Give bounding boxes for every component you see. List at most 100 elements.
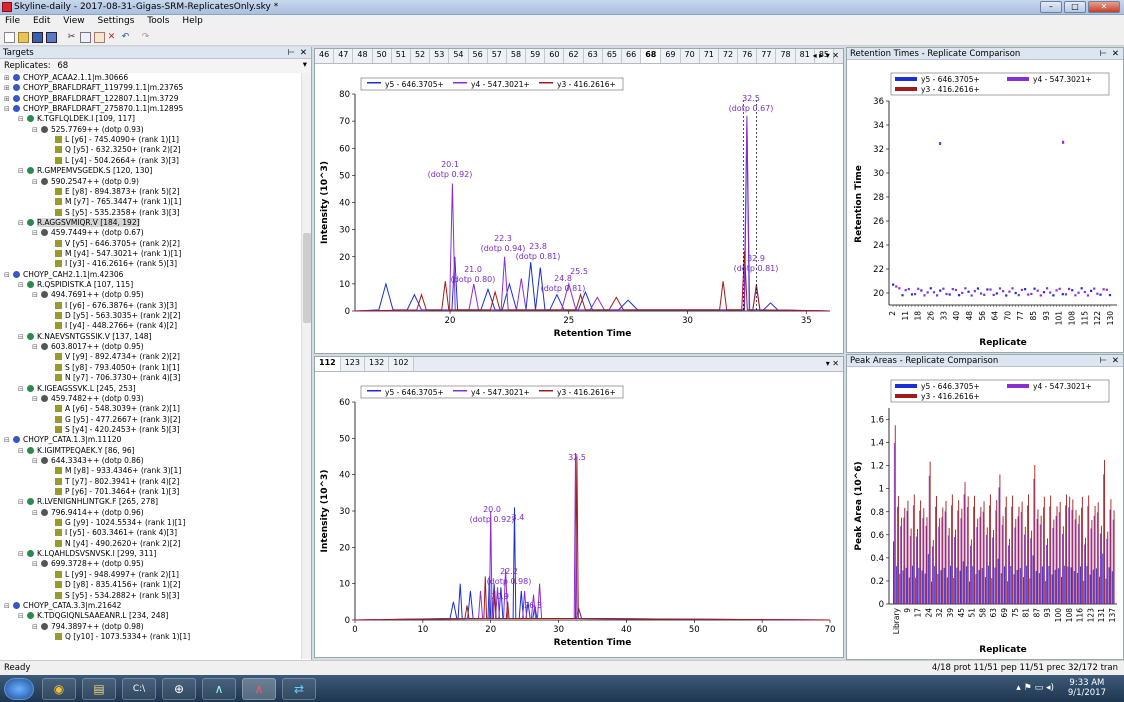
tree-node-transition[interactable]: Q [y10] - 1073.5334+ (rank 1)[1] <box>46 632 190 642</box>
skyline-icon[interactable]: ∧ <box>202 678 236 700</box>
tree-node-transition[interactable]: N [y4] - 490.2620+ (rank 2)[2] <box>46 539 180 549</box>
chrome-icon[interactable]: ◉ <box>42 678 76 700</box>
tree-node-precursor[interactable]: ⊟ 590.2547++ (dotp 0.9) <box>32 177 139 187</box>
tab-replicate-53[interactable]: 53 <box>430 49 450 63</box>
expand-toggle-icon[interactable]: ⊟ <box>18 550 24 559</box>
tree-node-transition[interactable]: S [y8] - 793.4050+ (rank 1)[1] <box>46 363 180 373</box>
tree-node-peptide[interactable]: ⊟ K.IGEAGSSVK.L [245, 253] <box>18 384 136 394</box>
expand-toggle-icon[interactable]: ⊟ <box>18 612 24 621</box>
new-icon[interactable] <box>4 32 15 43</box>
tree-node-transition[interactable]: N [y7] - 706.3730+ (rank 4)[3] <box>46 373 180 383</box>
targets-tree[interactable]: ⊞ CHOYP_ACAA2.1.1|m.30666 ⊞ CHOYP_BRAFLDRAF… <box>0 73 301 659</box>
pin-icon[interactable]: ⊢ <box>287 48 295 58</box>
tree-node-transition[interactable]: L [y9] - 948.4997+ (rank 2)[1] <box>46 570 179 580</box>
tree-node-transition[interactable]: I [y3] - 416.2616+ (rank 5)[3] <box>46 259 177 269</box>
menu-settings[interactable]: Settings <box>97 16 135 26</box>
tab-replicate-57[interactable]: 57 <box>487 49 507 63</box>
undo-icon[interactable]: ↶ <box>121 32 130 42</box>
tree-node-transition[interactable]: A [y6] - 548.3039+ (rank 2)[1] <box>46 404 180 414</box>
tab-replicate-71[interactable]: 71 <box>699 49 719 63</box>
tab-replicate-47[interactable]: 47 <box>334 49 354 63</box>
expand-toggle-icon[interactable]: ⊟ <box>32 125 38 134</box>
tree-node-transition[interactable]: S [y5] - 535.2358+ (rank 3)[3] <box>46 208 180 218</box>
tab-replicate-77[interactable]: 77 <box>757 49 777 63</box>
tree-node-peptide[interactable]: ⊟ R.QSPIDISTK.A [107, 115] <box>18 280 133 290</box>
tab-replicate-50[interactable]: 50 <box>372 49 392 63</box>
expand-toggle-icon[interactable]: ⊟ <box>4 105 10 114</box>
expand-toggle-icon[interactable]: ⊟ <box>4 601 10 610</box>
tree-node-peptide[interactable]: ⊟ R.GMPEMVSGEDK.S [120, 130] <box>18 166 152 176</box>
tree-node-protein[interactable]: ⊟ CHOYP_CATA.3.3|m.21642 <box>4 601 121 611</box>
menu-help[interactable]: Help <box>182 16 203 26</box>
tree-node-transition[interactable]: M [y7] - 765.3447+ (rank 1)[1] <box>46 197 181 207</box>
tree-node-transition[interactable]: E [y8] - 894.3873+ (rank 5)[2] <box>46 187 180 197</box>
tab-replicate-78[interactable]: 78 <box>776 49 796 63</box>
expand-toggle-icon[interactable]: ⊟ <box>32 229 38 238</box>
tab-replicate-51[interactable]: 51 <box>391 49 411 63</box>
expand-toggle-icon[interactable]: ⊟ <box>18 498 24 507</box>
targets-scrollbar[interactable] <box>301 73 311 659</box>
tree-node-peptide[interactable]: ⊟ K.LQAHLDSVSNVSK.I [299, 311] <box>18 549 156 559</box>
tab-replicate-68[interactable]: 68 <box>641 49 662 63</box>
tab-replicate-54[interactable]: 54 <box>449 49 469 63</box>
tree-node-precursor[interactable]: ⊟ 459.7449++ (dotp 0.67) <box>32 228 144 238</box>
pin-icon[interactable]: ⊢ <box>1099 356 1107 366</box>
tree-node-transition[interactable]: G [y9] - 1024.5534+ (rank 1)[1] <box>46 518 185 528</box>
pin-icon[interactable]: ⊢ <box>1099 49 1107 59</box>
tree-node-peptide[interactable]: ⊟ K.NAEVSNTGSSIK.V [137, 148] <box>18 332 151 342</box>
tree-node-transition[interactable]: D [y8] - 835.4156+ (rank 1)[2] <box>46 580 181 590</box>
expand-toggle-icon[interactable]: ⊞ <box>4 94 10 103</box>
expand-toggle-icon[interactable]: ⊟ <box>32 394 38 403</box>
tree-node-transition[interactable]: I [y5] - 603.3461+ (rank 4)[3] <box>46 528 177 538</box>
tree-node-transition[interactable]: I [y4] - 448.2766+ (rank 4)[2] <box>46 321 177 331</box>
expand-toggle-icon[interactable]: ⊟ <box>32 456 38 465</box>
tree-node-protein[interactable]: ⊞ CHOYP_ACAA2.1.1|m.30666 <box>4 73 128 83</box>
expand-toggle-icon[interactable]: ⊟ <box>32 508 38 517</box>
tree-node-protein[interactable]: ⊞ CHOYP_BRAFLDRAFT_119799.1.1|m.23765 <box>4 83 183 93</box>
network-icon[interactable]: ⊕ <box>162 678 196 700</box>
tab-replicate-81[interactable]: 81 <box>795 49 815 63</box>
tab-replicate-56[interactable]: 56 <box>468 49 488 63</box>
expand-toggle-icon[interactable]: ⊟ <box>32 177 38 186</box>
tree-node-precursor[interactable]: ⊟ 796.9414++ (dotp 0.96) <box>32 508 144 518</box>
copy-icon[interactable] <box>80 32 91 43</box>
tab-replicate-85[interactable]: 85 <box>814 49 835 63</box>
tree-node-transition[interactable]: I [y6] - 676.3876+ (rank 3)[3] <box>46 301 177 311</box>
rt-comparison-chart[interactable]: y5 - 646.3705+ y4 - 547.3021+ y3 - 416.261… <box>847 61 1123 353</box>
tree-node-precursor[interactable]: ⊟ 494.7691++ (dotp 0.95) <box>32 290 144 300</box>
expand-toggle-icon[interactable]: ⊟ <box>32 291 38 300</box>
menu-edit[interactable]: Edit <box>32 16 51 26</box>
tree-node-transition[interactable]: Q [y5] - 632.3250+ (rank 2)[2] <box>46 145 181 155</box>
tab-replicate-69[interactable]: 69 <box>661 49 681 63</box>
tree-node-transition[interactable]: P [y6] - 701.3464+ (rank 1)[3] <box>46 487 179 497</box>
expand-toggle-icon[interactable]: ⊟ <box>18 167 24 176</box>
chromatogram-top[interactable]: y5 - 646.3705+ y4 - 547.3021+ y3 - 416.261… <box>315 64 843 354</box>
expand-toggle-icon[interactable]: ⊟ <box>18 115 24 124</box>
expand-toggle-icon[interactable]: ⊟ <box>4 436 10 445</box>
save-icon[interactable] <box>32 32 43 43</box>
tree-node-transition[interactable]: V [y9] - 892.4734+ (rank 2)[2] <box>46 352 180 362</box>
maximize-button[interactable]: □ <box>1064 1 1086 13</box>
close-icon[interactable]: ✕ <box>1111 356 1119 366</box>
tab-controls[interactable]: ◂ ▸ ▾ ✕ <box>812 51 839 60</box>
tab-replicate-46[interactable]: 46 <box>315 49 335 63</box>
command-prompt-icon[interactable]: C:\ <box>122 678 156 700</box>
tree-node-protein[interactable]: ⊟ CHOYP_CAH2.1.1|m.42306 <box>4 270 123 280</box>
expand-toggle-icon[interactable]: ⊟ <box>32 622 38 631</box>
tree-node-transition[interactable]: M [y8] - 933.4346+ (rank 3)[1] <box>46 466 181 476</box>
tab-replicate-123[interactable]: 123 <box>340 357 365 371</box>
tree-node-transition[interactable]: G [y5] - 477.2667+ (rank 3)[2] <box>46 415 181 425</box>
file-explorer-icon[interactable]: ▤ <box>82 678 116 700</box>
tree-node-peptide[interactable]: ⊟ R.AGGSVMIQR.V [184, 192] <box>18 217 140 228</box>
tree-node-transition[interactable]: T [y7] - 802.3941+ (rank 4)[2] <box>46 477 179 487</box>
tree-node-transition[interactable]: L [y4] - 504.2664+ (rank 3)[3] <box>46 156 179 166</box>
save-all-icon[interactable] <box>46 32 57 43</box>
expand-toggle-icon[interactable]: ⊟ <box>4 270 10 279</box>
chromatogram-bottom[interactable]: y5 - 646.3705+ y4 - 547.3021+ y3 - 416.261… <box>315 372 843 657</box>
teamviewer-icon[interactable]: ⇄ <box>282 678 316 700</box>
tree-node-precursor[interactable]: ⊟ 603.8017++ (dotp 0.95) <box>32 342 144 352</box>
tree-node-peptide[interactable]: ⊟ R.LVENIGNHLINTGK.F [265, 278] <box>18 497 158 507</box>
tree-node-transition[interactable]: S [y5] - 534.2882+ (rank 5)[3] <box>46 591 180 601</box>
expand-toggle-icon[interactable]: ⊟ <box>18 446 24 455</box>
tab-replicate-76[interactable]: 76 <box>738 49 758 63</box>
